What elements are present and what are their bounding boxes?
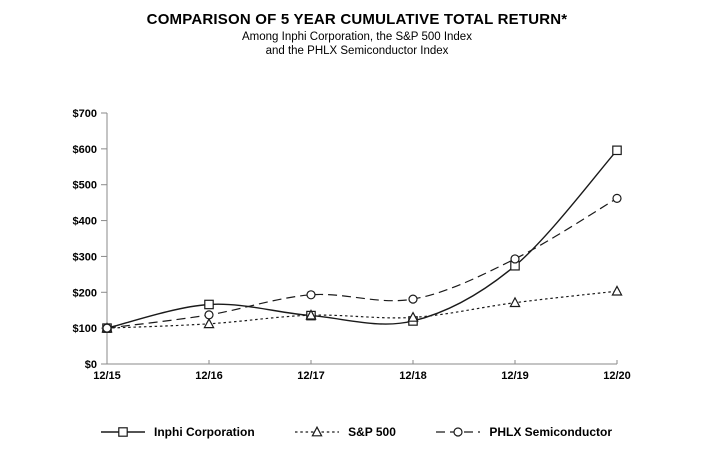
legend-line-sample	[436, 427, 481, 437]
triangle-marker	[203, 317, 215, 329]
series-markers-inphi-corporation	[102, 145, 622, 333]
circle-marker	[102, 323, 112, 333]
chart-header: COMPARISON OF 5 YEAR CUMULATIVE TOTAL RE…	[0, 11, 714, 58]
y-tick-label: $100	[73, 323, 97, 335]
circle-marker	[510, 254, 520, 264]
series-markers-phlx-semiconductor	[102, 193, 622, 333]
triangle-marker	[509, 296, 521, 308]
triangle-marker	[407, 311, 419, 322]
y-tick-label: $600	[73, 144, 97, 156]
triangle-marker	[305, 309, 317, 320]
circle-marker	[453, 427, 463, 437]
circle-marker	[612, 193, 622, 203]
chart-subtitle: Among Inphi Corporation, the S&P 500 Ind…	[0, 31, 714, 58]
circle-marker	[204, 310, 214, 320]
triangle-marker	[311, 425, 323, 437]
x-tick-label: 12/17	[297, 370, 325, 382]
legend-item-phlx-semiconductor: PHLX Semiconductor	[435, 425, 612, 439]
legend-line-sample	[295, 425, 340, 437]
triangle-marker	[611, 285, 623, 296]
chart-subtitle-line1: Among Inphi Corporation, the S&P 500 Ind…	[242, 31, 472, 43]
x-tick-label: 12/19	[501, 370, 529, 382]
series-line-inphi-corporation	[106, 149, 618, 329]
square-marker	[204, 299, 214, 310]
legend-label: Inphi Corporation	[154, 425, 255, 439]
legend-item-inphi-corporation: Inphi Corporation	[100, 425, 255, 439]
series-line-s-p-500	[106, 290, 618, 329]
circle-marker	[306, 290, 316, 300]
chart-title: COMPARISON OF 5 YEAR CUMULATIVE TOTAL RE…	[146, 11, 568, 28]
y-tick-label: $500	[73, 180, 97, 192]
series-line-phlx-semiconductor	[106, 197, 618, 329]
chart-legend: Inphi Corporation S&P 500 PHLX Semiconduct…	[100, 425, 612, 439]
y-tick-label: $300	[73, 251, 97, 263]
y-tick-label: $200	[73, 287, 97, 299]
chart-subtitle-line2: and the PHLX Semiconductor Index	[265, 44, 449, 57]
x-tick-label: 12/20	[603, 370, 631, 382]
x-tick-label: 12/18	[399, 370, 427, 382]
circle-marker	[408, 294, 418, 304]
square-marker	[612, 145, 622, 156]
legend-label: S&P 500	[348, 425, 396, 439]
legend-label: PHLX Semiconductor	[489, 425, 612, 439]
legend-line-sample	[101, 427, 145, 437]
x-tick-label: 12/16	[195, 370, 223, 382]
y-tick-label: $400	[73, 216, 97, 228]
legend-item-s-p-500: S&P 500	[294, 425, 396, 439]
square-marker	[118, 427, 128, 437]
x-tick-label: 12/15	[93, 370, 121, 382]
y-tick-label: $0	[85, 359, 97, 371]
y-tick-label: $700	[73, 108, 97, 120]
